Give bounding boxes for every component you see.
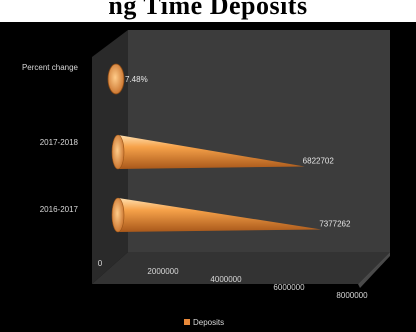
- x-tick-label: 8000000: [336, 291, 368, 300]
- y-tick-label: 2016-2017: [40, 205, 79, 214]
- plot-wall-back: [128, 30, 390, 252]
- x-tick-label: 2000000: [147, 267, 179, 276]
- plot-floor: [92, 252, 390, 284]
- data-label: 7.48%: [125, 75, 148, 84]
- x-tick-label: 6000000: [273, 283, 305, 292]
- y-tick-label: 2017-2018: [40, 138, 79, 147]
- data-label: 7377262: [319, 219, 351, 228]
- legend-swatch: [184, 319, 190, 325]
- cone-base: [111, 197, 125, 233]
- deposits-cone-chart: 2016-2017 2017-2018 Percent change 7377262…: [22, 30, 390, 327]
- x-tick-label: 4000000: [210, 275, 242, 284]
- legend-label: Deposits: [193, 318, 224, 327]
- plot-wall-front-edge: [358, 252, 390, 288]
- data-label: 6822702: [303, 156, 335, 165]
- y-tick-label: Percent change: [22, 63, 79, 72]
- x-tick-label: 0: [98, 259, 103, 268]
- cone-bar: [118, 198, 322, 232]
- cone-bar: [107, 63, 125, 95]
- cone-bar: [118, 135, 305, 169]
- cone-base: [111, 134, 125, 170]
- chart-title: ng Time Deposits: [108, 0, 308, 20]
- chart-area: 2016-2017 2017-2018 Percent change 7377262…: [0, 22, 416, 332]
